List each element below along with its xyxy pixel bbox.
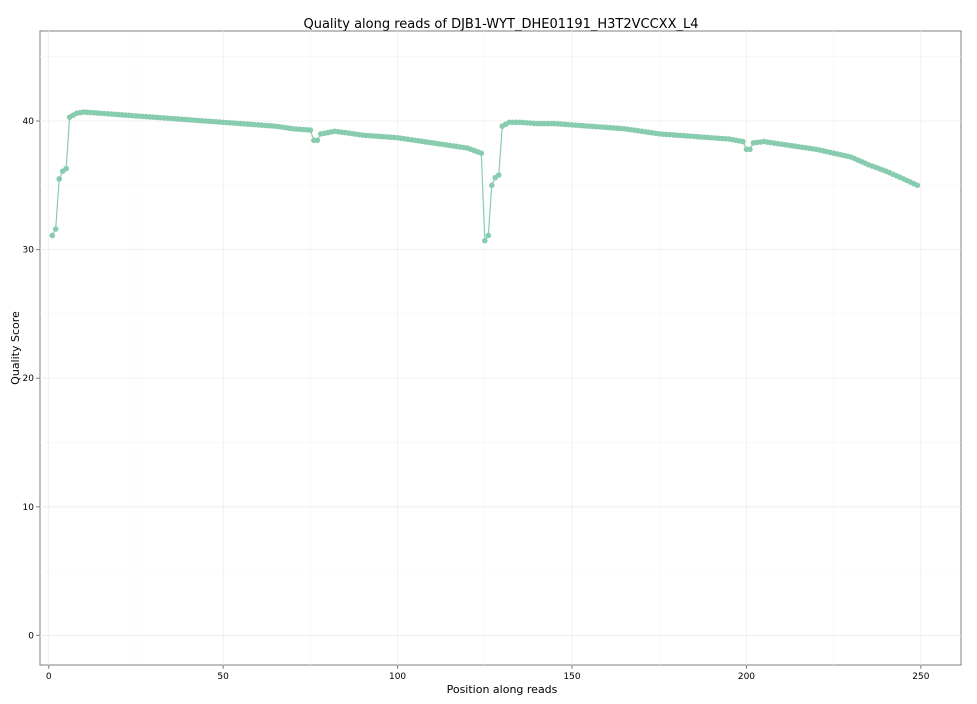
plot-panel	[39, 30, 962, 666]
x-tick-label: 100	[389, 672, 406, 682]
data-point	[307, 127, 314, 133]
x-axis-title: Position along reads	[447, 683, 558, 696]
quality-series	[49, 109, 921, 244]
data-point	[478, 150, 485, 156]
y-tick-label: 10	[23, 503, 35, 513]
data-point	[63, 165, 69, 172]
data-point	[740, 138, 746, 145]
chart-title: Quality along reads of DJB1-WYT_DHE01191…	[303, 17, 698, 32]
data-point	[314, 137, 321, 144]
y-axis: 0 10 20 30 40	[23, 117, 40, 641]
x-axis: 0 50 100 150 200 250	[46, 665, 930, 682]
data-point	[488, 182, 495, 189]
y-axis-title: Quality Score	[9, 311, 22, 385]
y-tick-label: 20	[23, 374, 35, 384]
data-point	[747, 146, 753, 153]
x-tick-label: 0	[46, 672, 52, 682]
data-point	[56, 176, 62, 182]
data-point	[914, 182, 921, 189]
y-tick-label: 30	[23, 246, 35, 256]
y-tick-label: 40	[23, 117, 35, 127]
data-point	[485, 232, 492, 239]
data-point	[495, 172, 502, 178]
y-tick-label: 0	[28, 631, 34, 641]
x-tick-label: 250	[912, 672, 929, 682]
data-point	[52, 226, 59, 232]
x-tick-label: 200	[738, 672, 755, 682]
data-point	[482, 237, 488, 244]
data-point	[49, 232, 56, 239]
x-tick-label: 150	[563, 672, 580, 682]
x-tick-label: 50	[217, 672, 229, 682]
